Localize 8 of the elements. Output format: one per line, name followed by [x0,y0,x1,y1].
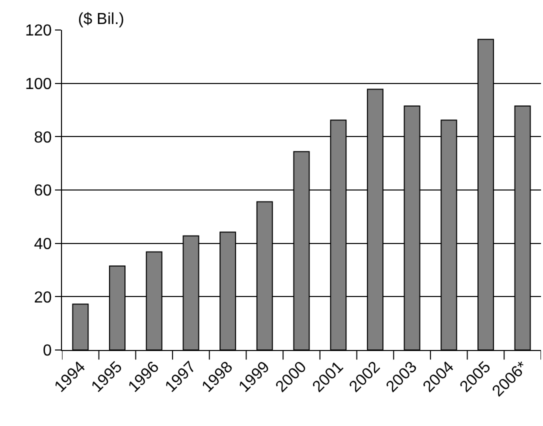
y-tick-label: 80 [34,129,52,146]
y-axis-title: ($ Bil.) [78,11,124,28]
y-tick-label: 100 [25,76,52,93]
y-tick-label: 60 [34,182,52,200]
y-tick-label: 20 [34,289,52,306]
y-tick-label: 120 [25,22,52,40]
y-tick-label: 0 [42,342,52,360]
y-tick-label: 40 [34,236,52,253]
